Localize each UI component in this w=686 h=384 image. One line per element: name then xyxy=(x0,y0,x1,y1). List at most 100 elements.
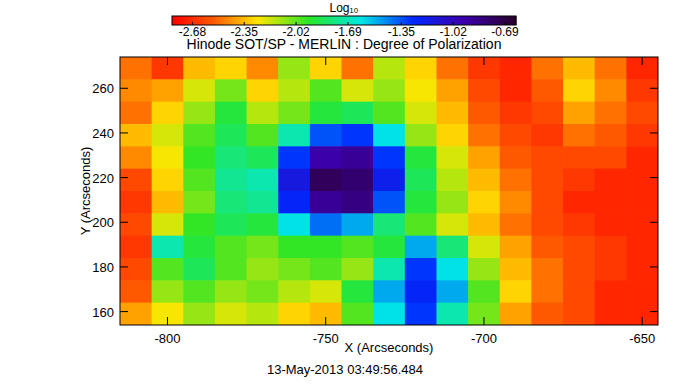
heatmap-cell xyxy=(215,146,247,169)
heatmap-cell xyxy=(563,213,595,236)
x-tick xyxy=(325,317,326,325)
heatmap-cell xyxy=(626,79,658,102)
heatmap-cell xyxy=(595,169,627,192)
y-tick-label: 240 xyxy=(92,126,114,141)
heatmap-cell xyxy=(215,213,247,236)
heatmap-cell xyxy=(595,191,627,214)
heatmap-cell xyxy=(436,303,468,325)
heatmap-cell xyxy=(531,79,563,102)
heatmap-cell xyxy=(342,280,374,303)
colorbar-tick-label: -1.35 xyxy=(388,25,416,39)
heatmap-cell xyxy=(120,146,152,169)
heatmap-cell xyxy=(310,303,342,325)
heatmap-cell xyxy=(405,79,437,102)
heatmap-cell xyxy=(626,146,658,169)
colorbar-tick-label: -2.68 xyxy=(179,25,207,39)
heatmap-cell xyxy=(342,213,374,236)
heatmap-cell xyxy=(500,213,532,236)
y-tick-label: 200 xyxy=(92,215,114,230)
date-annotation: 13-May-2013 03:49:56.484 xyxy=(267,362,423,377)
heatmap-cell xyxy=(468,102,500,125)
heatmap-cell xyxy=(152,102,184,125)
heatmap-cell xyxy=(563,303,595,325)
y-tick xyxy=(120,266,128,267)
x-tick-label: -800 xyxy=(154,331,180,346)
heatmap-cell xyxy=(278,102,310,125)
y-tick-right xyxy=(650,88,658,89)
heatmap-cell xyxy=(247,258,279,281)
heatmap-cell xyxy=(183,303,215,325)
heatmap-cell xyxy=(500,303,532,325)
heatmap-cell xyxy=(595,57,627,80)
heatmap-cell xyxy=(468,280,500,303)
heatmap-cell xyxy=(595,124,627,147)
y-tick-right xyxy=(650,177,658,178)
heatmap-cell xyxy=(531,280,563,303)
heatmap-cell xyxy=(563,236,595,259)
heatmap-cell xyxy=(278,124,310,147)
heatmap-cell xyxy=(626,303,658,325)
colorbar-tick-label: -2.35 xyxy=(231,25,259,39)
heatmap-cell xyxy=(373,169,405,192)
heatmap-cell xyxy=(247,213,279,236)
x-tick-label: -750 xyxy=(313,331,339,346)
heatmap-cell xyxy=(152,280,184,303)
heatmap-cell xyxy=(342,258,374,281)
heatmap-cell xyxy=(120,169,152,192)
heatmap-cell xyxy=(626,124,658,147)
heatmap-cell xyxy=(531,169,563,192)
heatmap-cell xyxy=(468,191,500,214)
heatmap-cell xyxy=(342,124,374,147)
heatmap-cell xyxy=(500,236,532,259)
heatmap-cell xyxy=(342,79,374,102)
x-tick-top xyxy=(325,57,326,65)
heatmap-cell xyxy=(120,102,152,125)
heatmap-cell xyxy=(342,57,374,80)
y-tick-label: 160 xyxy=(92,305,114,320)
heatmap-cell xyxy=(373,191,405,214)
heatmap-cell xyxy=(595,102,627,125)
heatmap-cell xyxy=(468,236,500,259)
heatmap-cells xyxy=(120,57,658,325)
heatmap-cell xyxy=(247,280,279,303)
heatmap-cell xyxy=(278,236,310,259)
heatmap-cell xyxy=(373,79,405,102)
heatmap-cell xyxy=(278,57,310,80)
heatmap-cell xyxy=(500,79,532,102)
heatmap-cell xyxy=(436,102,468,125)
heatmap-cell xyxy=(183,191,215,214)
heatmap-cell xyxy=(436,124,468,147)
heatmap-cell xyxy=(468,258,500,281)
heatmap-cell xyxy=(595,303,627,325)
plot-frame xyxy=(120,57,658,325)
heatmap-cell xyxy=(405,213,437,236)
heatmap-cell xyxy=(500,169,532,192)
y-tick xyxy=(120,132,128,133)
heatmap-cell xyxy=(183,57,215,80)
heatmap-cell xyxy=(278,169,310,192)
y-tick-right xyxy=(650,311,658,312)
heatmap-cell xyxy=(152,213,184,236)
heatmap-cell xyxy=(152,146,184,169)
heatmap-cell xyxy=(310,102,342,125)
heatmap-cell xyxy=(310,258,342,281)
heatmap-cell xyxy=(183,280,215,303)
heatmap-cell xyxy=(215,102,247,125)
heatmap-cell xyxy=(500,258,532,281)
heatmap-cell xyxy=(373,236,405,259)
heatmap-cell xyxy=(215,191,247,214)
x-tick xyxy=(483,317,484,325)
heatmap-cell xyxy=(531,303,563,325)
heatmap-cell xyxy=(563,280,595,303)
heatmap-cell xyxy=(342,146,374,169)
heatmap-cell xyxy=(183,146,215,169)
heatmap-cell xyxy=(626,280,658,303)
heatmap-cell xyxy=(405,57,437,80)
heatmap-cell xyxy=(595,213,627,236)
heatmap-cell xyxy=(595,280,627,303)
heatmap-cell xyxy=(278,79,310,102)
heatmap-cell xyxy=(531,57,563,80)
y-tick xyxy=(120,177,128,178)
heatmap-cell xyxy=(342,303,374,325)
x-tick-top xyxy=(167,57,168,65)
